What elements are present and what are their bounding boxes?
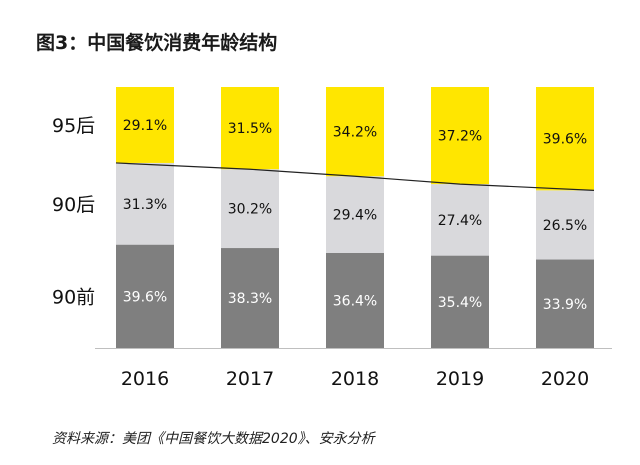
- data-label-2018-95后: 34.2%: [333, 125, 377, 141]
- legend-label-90后: 90后: [52, 194, 95, 216]
- bar-segment-2020-95后: [536, 87, 594, 191]
- bar-segment-2020-90前: [536, 259, 594, 348]
- data-label-2017-90后: 30.2%: [228, 202, 272, 218]
- x-tick-label-2020: 2020: [541, 368, 589, 390]
- data-label-2019-90后: 27.4%: [438, 213, 482, 229]
- bar-segment-2018-95后: [326, 87, 384, 177]
- bar-segment-2018-90后: [326, 176, 384, 253]
- source-note: 资料来源：美团《中国餐饮大数据2020》、安永分析: [52, 431, 375, 447]
- data-label-2016-90前: 39.6%: [123, 289, 167, 305]
- data-label-2016-90后: 31.3%: [123, 197, 167, 213]
- data-label-2020-90后: 26.5%: [543, 218, 587, 234]
- data-label-2018-90前: 36.4%: [333, 293, 377, 309]
- bar-segment-2018-90前: [326, 252, 384, 348]
- x-tick-label-2018: 2018: [331, 368, 379, 390]
- data-label-2019-95后: 37.2%: [438, 129, 482, 145]
- bar-segment-2020-90后: [536, 190, 594, 260]
- x-tick-label-2016: 2016: [121, 368, 169, 390]
- bar-segment-2016-90前: [116, 244, 174, 348]
- bar-segment-2017-95后: [221, 87, 279, 170]
- data-label-2017-90前: 38.3%: [228, 291, 272, 307]
- data-label-2020-90前: 33.9%: [543, 297, 587, 313]
- bar-segment-2017-90后: [221, 169, 279, 249]
- bar-segment-2017-90前: [221, 248, 279, 348]
- bar-segment-2019-95后: [431, 87, 489, 185]
- data-label-2016-95后: 29.1%: [123, 118, 167, 134]
- data-label-2017-95后: 31.5%: [228, 121, 272, 137]
- chart-title: 图3：中国餐饮消费年龄结构: [36, 32, 278, 54]
- bar-segment-2019-90后: [431, 184, 489, 256]
- x-tick-label-2017: 2017: [226, 368, 274, 390]
- bar-segment-2016-90后: [116, 162, 174, 245]
- bar-segment-2019-90前: [431, 255, 489, 348]
- trend-line: [115, 162, 595, 191]
- x-tick-label-2019: 2019: [436, 368, 484, 390]
- data-label-2018-90后: 29.4%: [333, 208, 377, 224]
- bar-segment-2016-95后: [116, 87, 174, 163]
- legend-label-95后: 95后: [52, 115, 95, 137]
- data-label-2020-95后: 39.6%: [543, 132, 587, 148]
- data-label-2019-90前: 35.4%: [438, 295, 482, 311]
- legend-label-90前: 90前: [52, 286, 95, 308]
